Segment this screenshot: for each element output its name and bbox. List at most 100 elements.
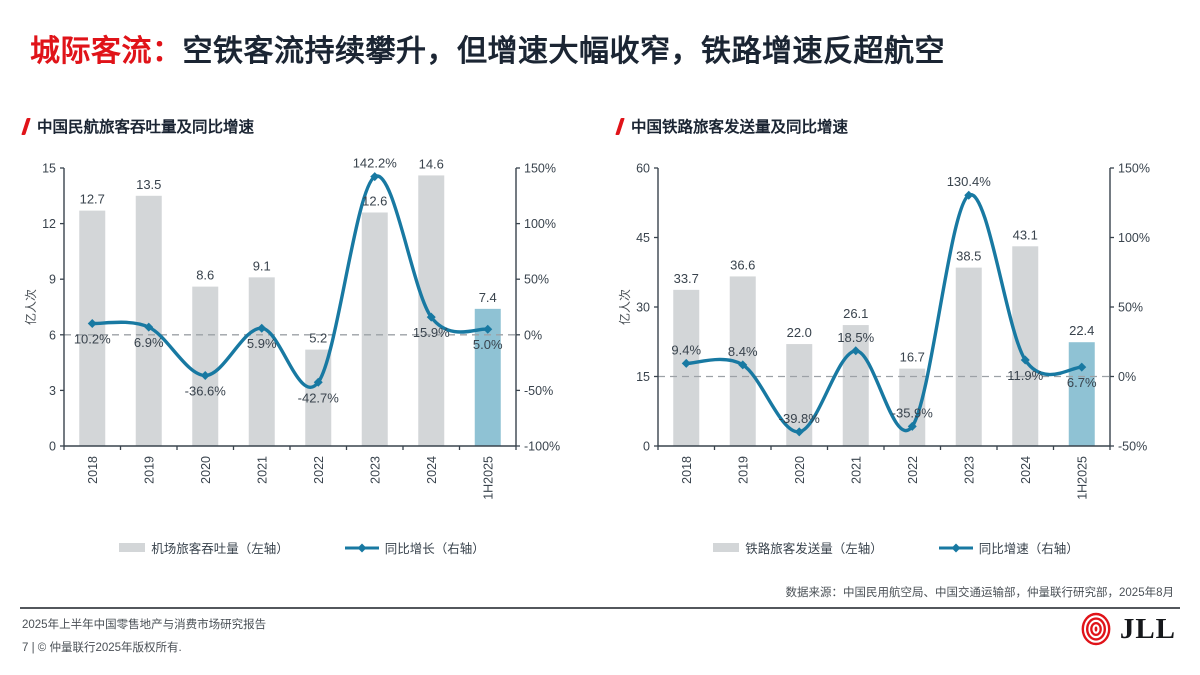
right-tick-label: -100%	[524, 440, 560, 454]
aviation-chart-title: 中国民航旅客吞吐量及同比增速	[21, 116, 580, 136]
left-tick-label: 30	[636, 301, 650, 315]
right-tick-label: -50%	[1118, 440, 1147, 454]
legend-label: 机场旅客吞吐量（左轴）	[151, 542, 289, 556]
left-tick-label: 3	[49, 384, 56, 398]
growth-line	[90, 174, 490, 389]
line-marker	[964, 190, 974, 200]
railway-legend: 铁路旅客发送量（左轴） 同比增速（右轴）	[618, 538, 1174, 557]
left-tick-label: 12	[42, 217, 56, 231]
category-label: 2023	[962, 456, 976, 484]
railway-chart-title: 中国铁路旅客发送量及同比增速	[615, 116, 1174, 136]
bar-value-label: 14.6	[419, 156, 444, 171]
bar-value-label: 7.4	[479, 290, 497, 305]
bar-value-label: 12.7	[80, 192, 105, 207]
bar-value-label: 38.5	[956, 249, 981, 264]
legend-item: 机场旅客吞吐量（左轴）	[119, 538, 289, 557]
page-title: 城际客流：空铁客流持续攀升，但增速大幅收窄，铁路增速反超航空	[30, 26, 945, 70]
title-highlight: 城际客流：	[30, 35, 183, 68]
line-value-label: 9.4%	[671, 342, 701, 357]
legend-item: 同比增长（右轴）	[344, 538, 485, 557]
bar-2024	[1012, 246, 1039, 446]
legend-label: 同比增速（右轴）	[978, 542, 1079, 556]
y-axis-label: 亿人次	[618, 289, 632, 325]
bar-1H2025	[1068, 342, 1095, 446]
left-tick-label: 0	[49, 440, 56, 454]
bar-value-label: 5.2	[309, 331, 327, 346]
line-value-label: 142.2%	[353, 156, 398, 171]
category-label: 2022	[312, 456, 326, 484]
railway-chart-block: 中国铁路旅客发送量及同比增速 0 15 30 45 60 -50% 0% 50% 100% 150…	[615, 116, 1174, 557]
right-tick-label: 50%	[1118, 301, 1143, 315]
bar-value-label: 13.5	[136, 177, 161, 192]
right-tick-label: 100%	[524, 217, 556, 231]
line-value-label: 8.4%	[728, 344, 758, 359]
bar-2021	[248, 277, 275, 446]
right-tick-label: -50%	[524, 384, 553, 398]
line-value-label: -36.6%	[185, 383, 227, 398]
line-marker	[907, 421, 917, 431]
right-tick-label: 100%	[1118, 231, 1150, 245]
category-label: 2020	[199, 456, 213, 484]
bar-value-label: 9.1	[253, 258, 271, 273]
line-marker	[483, 324, 493, 334]
bar-value-label: 26.1	[843, 306, 868, 321]
bar-2021	[842, 325, 869, 446]
left-tick-label: 6	[49, 328, 56, 342]
aviation-chart-block: 中国民航旅客吞吐量及同比增速 0 3 6 9 12 15 -100% -50% 0% 50% 100…	[21, 116, 580, 557]
left-tick-label: 45	[636, 231, 650, 245]
left-tick-label: 9	[49, 273, 56, 287]
line-value-label: 18.5%	[837, 330, 874, 345]
line-value-label: 15.9%	[413, 325, 450, 340]
line-marker	[794, 427, 804, 437]
bar-2023	[955, 267, 982, 446]
bar-value-label: 22.4	[1069, 323, 1094, 338]
bar-value-label: 16.7	[900, 350, 925, 365]
line-value-label: -35.9%	[892, 405, 934, 420]
category-label: 1H2025	[481, 456, 495, 500]
legend-label: 同比增长（右轴）	[384, 542, 485, 556]
title-rest: 空铁客流持续攀升，但增速大幅收窄，铁路增速反超航空	[182, 35, 945, 68]
right-tick-label: 150%	[1118, 162, 1150, 176]
line-value-label: 5.0%	[473, 337, 503, 352]
bar-value-label: 12.6	[362, 193, 387, 208]
bar-2024	[418, 175, 445, 446]
line-swatch-icon	[938, 543, 973, 552]
bar-2023	[361, 212, 388, 446]
line-marker	[681, 358, 691, 368]
bar-2018	[79, 210, 106, 446]
jll-logo: JLL	[1077, 610, 1176, 648]
aviation-chart: 0 3 6 9 12 15 -100% -50% 0% 50% 100% 150% 2018 2019 20…	[24, 156, 560, 500]
bar-2019	[135, 195, 162, 446]
line-marker	[738, 360, 748, 370]
footer-divider	[20, 607, 1180, 609]
right-tick-label: 50%	[524, 273, 549, 287]
line-value-label: 5.9%	[247, 336, 277, 351]
left-tick-label: 15	[42, 162, 56, 176]
line-marker	[144, 322, 154, 332]
red-slash-icon	[615, 117, 625, 135]
line-value-label: -39.8%	[779, 411, 821, 426]
legend-item: 同比增速（右轴）	[938, 538, 1079, 557]
category-label: 1H2025	[1075, 456, 1089, 500]
bar-value-label: 33.7	[674, 271, 699, 286]
category-label: 2018	[680, 456, 694, 484]
right-tick-label: 0%	[524, 328, 542, 342]
category-label: 2022	[906, 456, 920, 484]
line-marker	[1077, 362, 1087, 372]
jll-logo-text: JLL	[1119, 613, 1176, 645]
growth-line	[684, 193, 1084, 434]
bar-value-label: 8.6	[196, 268, 214, 283]
railway-chart: 0 15 30 45 60 -50% 0% 50% 100% 150% 2018 2019 2020 20…	[618, 162, 1150, 500]
line-value-label: -42.7%	[298, 390, 340, 405]
line-value-label: 10.2%	[74, 331, 111, 346]
left-tick-label: 60	[636, 162, 650, 176]
category-label: 2024	[425, 456, 439, 484]
line-marker	[313, 377, 323, 387]
line-value-label: 11.9%	[1007, 368, 1043, 383]
bar-2020	[192, 286, 219, 446]
line-value-label: 130.4%	[947, 174, 992, 189]
bar-value-label: 36.6	[730, 257, 755, 272]
footer-copyright: 7 | © 仲量联行2025年版权所有.	[22, 642, 182, 654]
category-label: 2021	[255, 456, 269, 484]
